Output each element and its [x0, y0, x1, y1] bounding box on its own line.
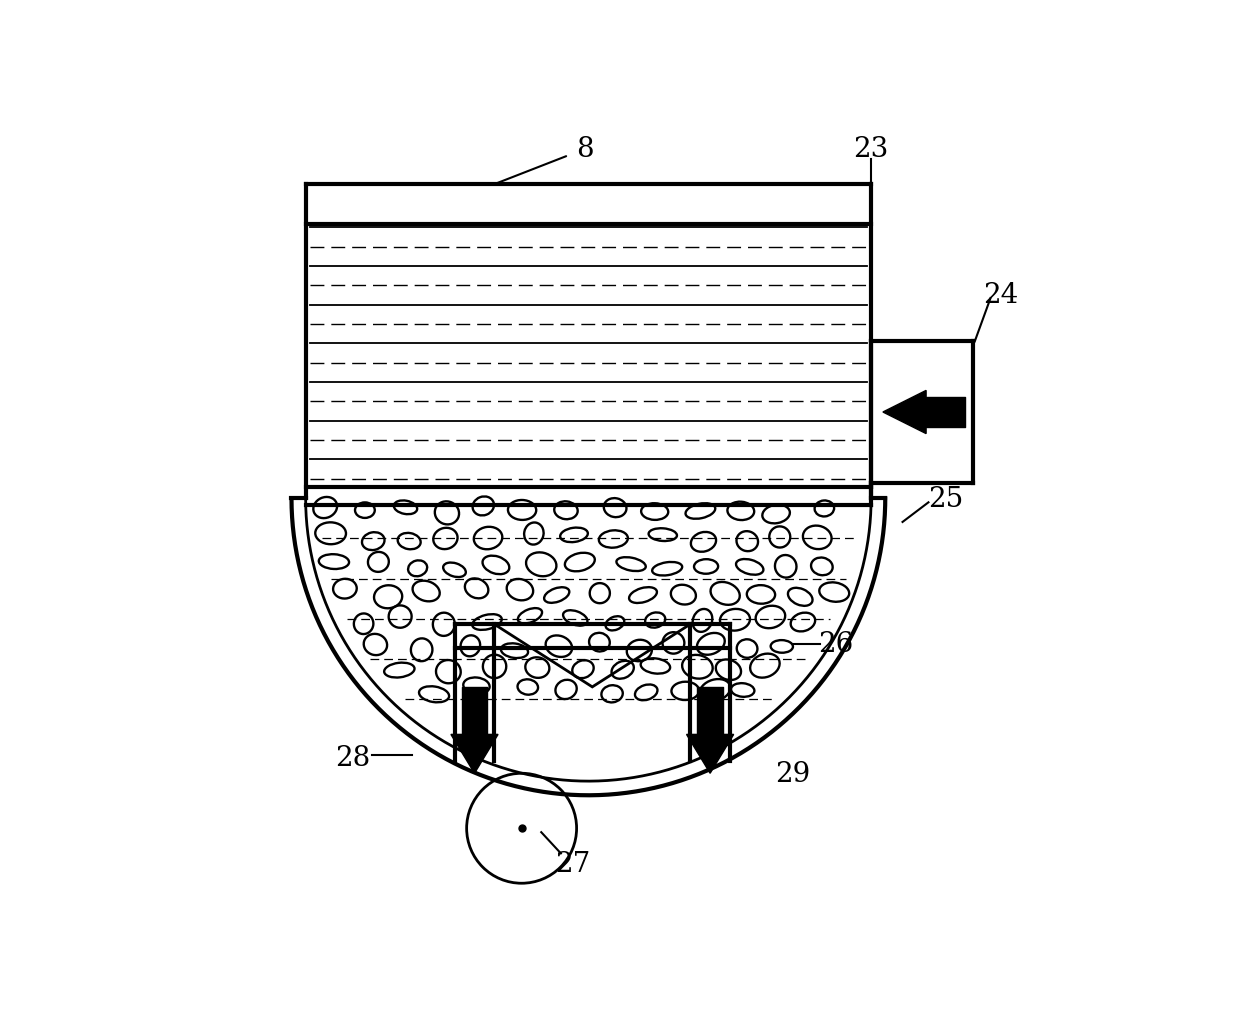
Text: 24: 24 — [983, 281, 1018, 309]
Text: 25: 25 — [928, 485, 963, 513]
Polygon shape — [687, 735, 734, 773]
Text: 29: 29 — [775, 760, 810, 787]
Polygon shape — [451, 735, 498, 773]
Text: 8: 8 — [575, 137, 593, 163]
Polygon shape — [883, 391, 926, 434]
Text: 27: 27 — [556, 850, 590, 877]
Text: 23: 23 — [853, 137, 889, 163]
Text: 28: 28 — [335, 744, 371, 771]
Text: 26: 26 — [818, 631, 853, 657]
